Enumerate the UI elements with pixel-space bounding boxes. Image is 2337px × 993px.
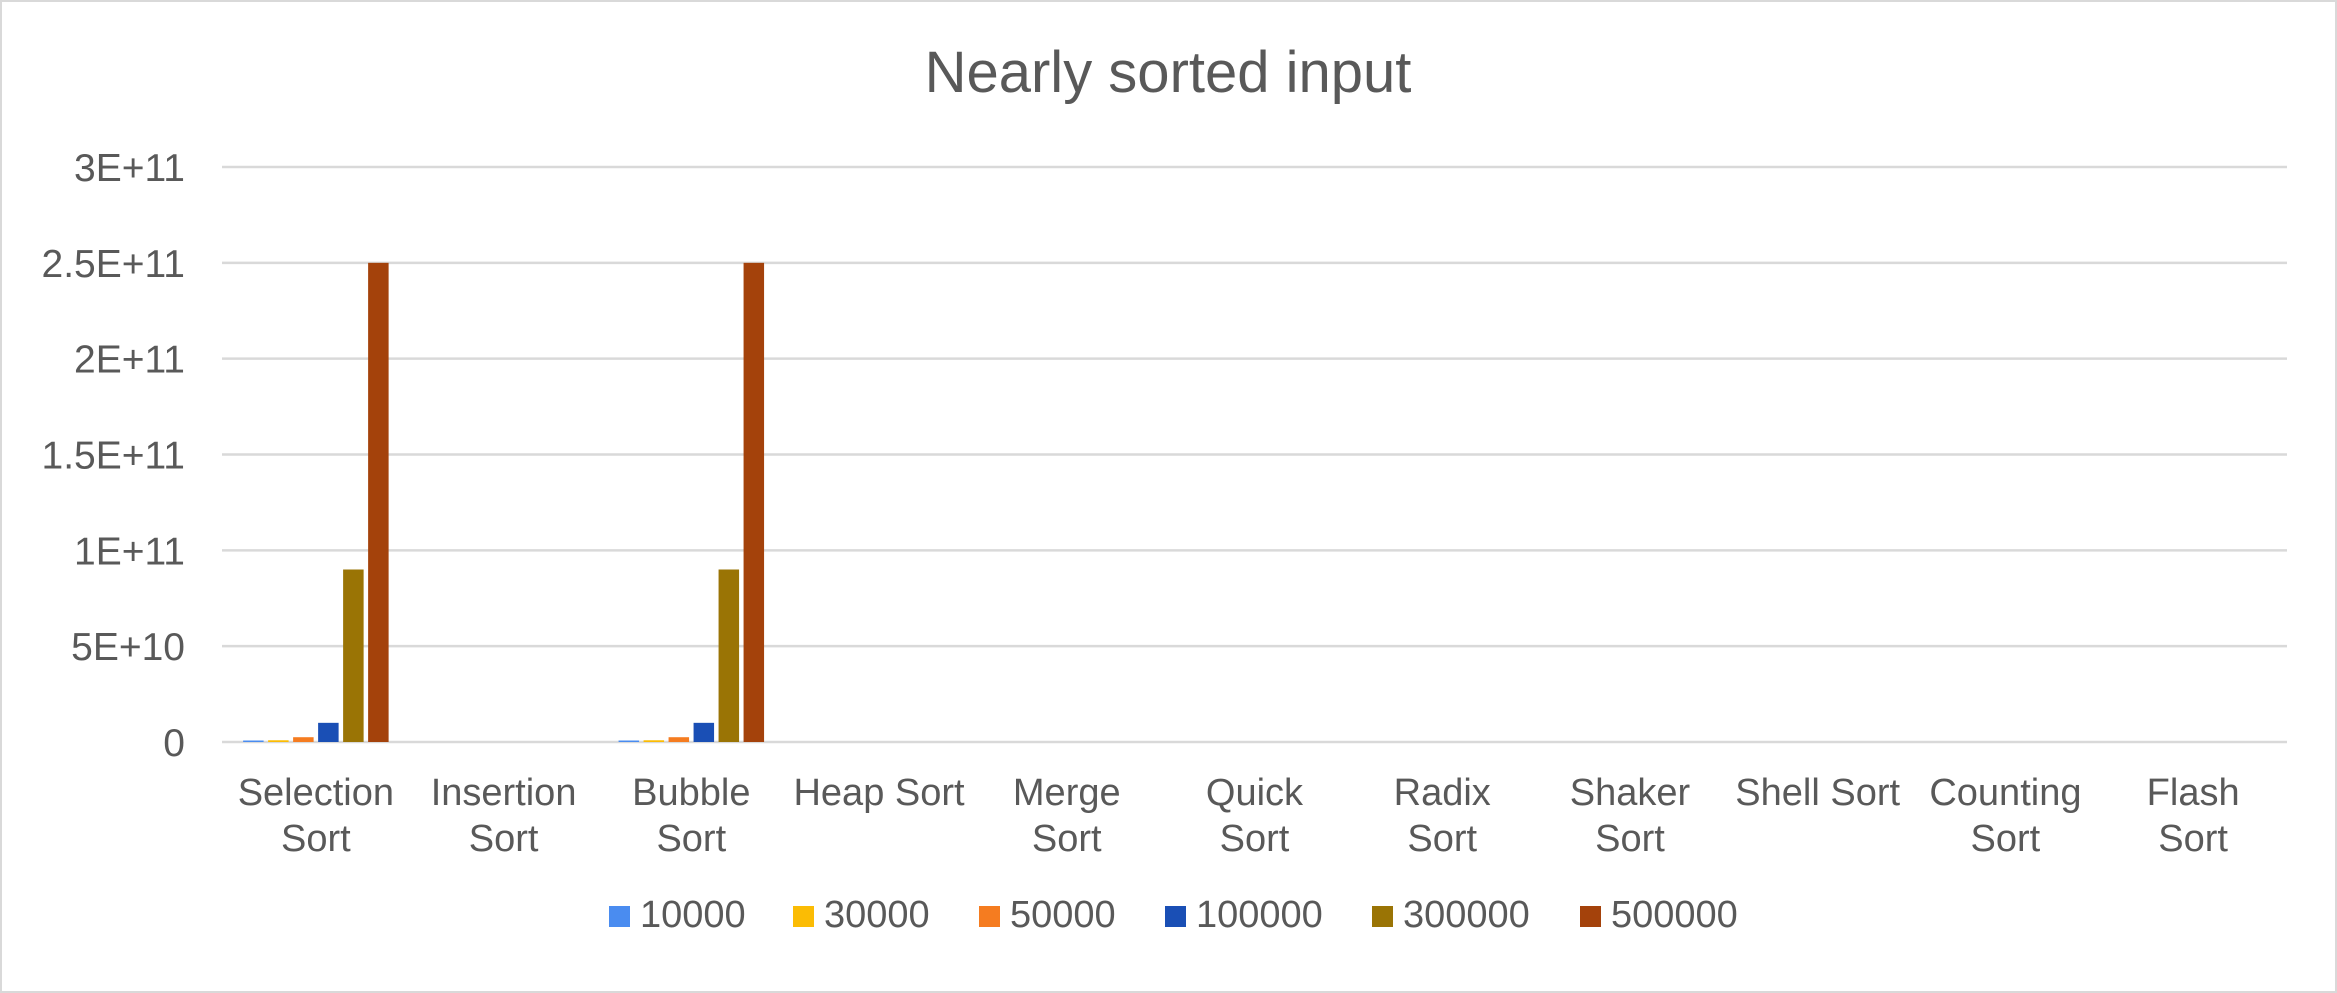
bar — [318, 722, 339, 742]
x-category-label: Sort — [1407, 818, 1477, 860]
y-tick-label: 2E+11 — [74, 339, 185, 382]
x-category-label: Sort — [1220, 818, 1290, 860]
x-category-label: Sort — [281, 818, 351, 860]
legend-swatch — [1372, 906, 1393, 927]
x-category-label: Insertion — [431, 772, 577, 814]
x-axis-category-labels: SelectionSortInsertionSortBubbleSortHeap… — [238, 772, 2240, 860]
legend: 10000 30000 50000 100000 300000 500000 — [609, 894, 1738, 936]
legend-label: 500000 — [1611, 894, 1738, 936]
bar — [243, 740, 264, 742]
x-category-label: Sort — [469, 818, 539, 860]
bar — [293, 737, 314, 742]
bar — [618, 740, 640, 742]
legend-label: 300000 — [1403, 894, 1530, 936]
legend-label: 100000 — [1196, 894, 1323, 936]
x-category-label: Shell Sort — [1735, 772, 1900, 814]
legend-swatch — [609, 906, 630, 927]
x-category-label: Sort — [2158, 818, 2228, 860]
x-category-label: Sort — [656, 818, 726, 860]
y-axis-tick-labels: 0 5E+10 1E+11 1.5E+11 2E+11 2.5E+11 3E+11 — [42, 147, 186, 765]
y-tick-label: 0 — [163, 722, 185, 765]
x-category-label: Sort — [1032, 818, 1102, 860]
y-tick-label: 1.5E+11 — [42, 435, 186, 478]
legend-label: 30000 — [824, 894, 930, 936]
bar — [718, 569, 740, 742]
x-category-label: Flash — [2147, 772, 2240, 814]
y-tick-label: 3E+11 — [74, 147, 185, 190]
x-category-label: Merge — [1013, 772, 1121, 814]
gridlines — [222, 165, 2287, 744]
x-category-label: Radix — [1394, 772, 1491, 814]
chart-title: Nearly sorted input — [925, 40, 1412, 105]
bar — [668, 737, 690, 742]
x-category-label: Selection — [238, 772, 394, 814]
bar — [643, 740, 665, 742]
bar — [268, 740, 289, 742]
legend-swatch — [793, 906, 814, 927]
bars — [243, 262, 765, 742]
x-category-label: Counting — [1929, 772, 2081, 814]
legend-label: 10000 — [640, 894, 746, 936]
legend-swatch — [1165, 906, 1186, 927]
legend-swatch — [1580, 906, 1601, 927]
x-category-label: Heap Sort — [793, 772, 965, 814]
bar — [368, 262, 389, 742]
x-category-label: Sort — [1595, 818, 1665, 860]
bar — [743, 262, 765, 742]
y-tick-label: 2.5E+11 — [42, 243, 186, 286]
x-category-label: Bubble — [632, 772, 750, 814]
legend-label: 50000 — [1010, 894, 1116, 936]
bar — [343, 569, 364, 742]
x-category-label: Quick — [1206, 772, 1304, 814]
x-category-label: Sort — [1971, 818, 2041, 860]
y-tick-label: 1E+11 — [74, 530, 185, 573]
legend-swatch — [979, 906, 1000, 927]
y-tick-label: 5E+10 — [71, 626, 185, 669]
bar — [693, 722, 715, 742]
x-category-label: Shaker — [1570, 772, 1691, 814]
